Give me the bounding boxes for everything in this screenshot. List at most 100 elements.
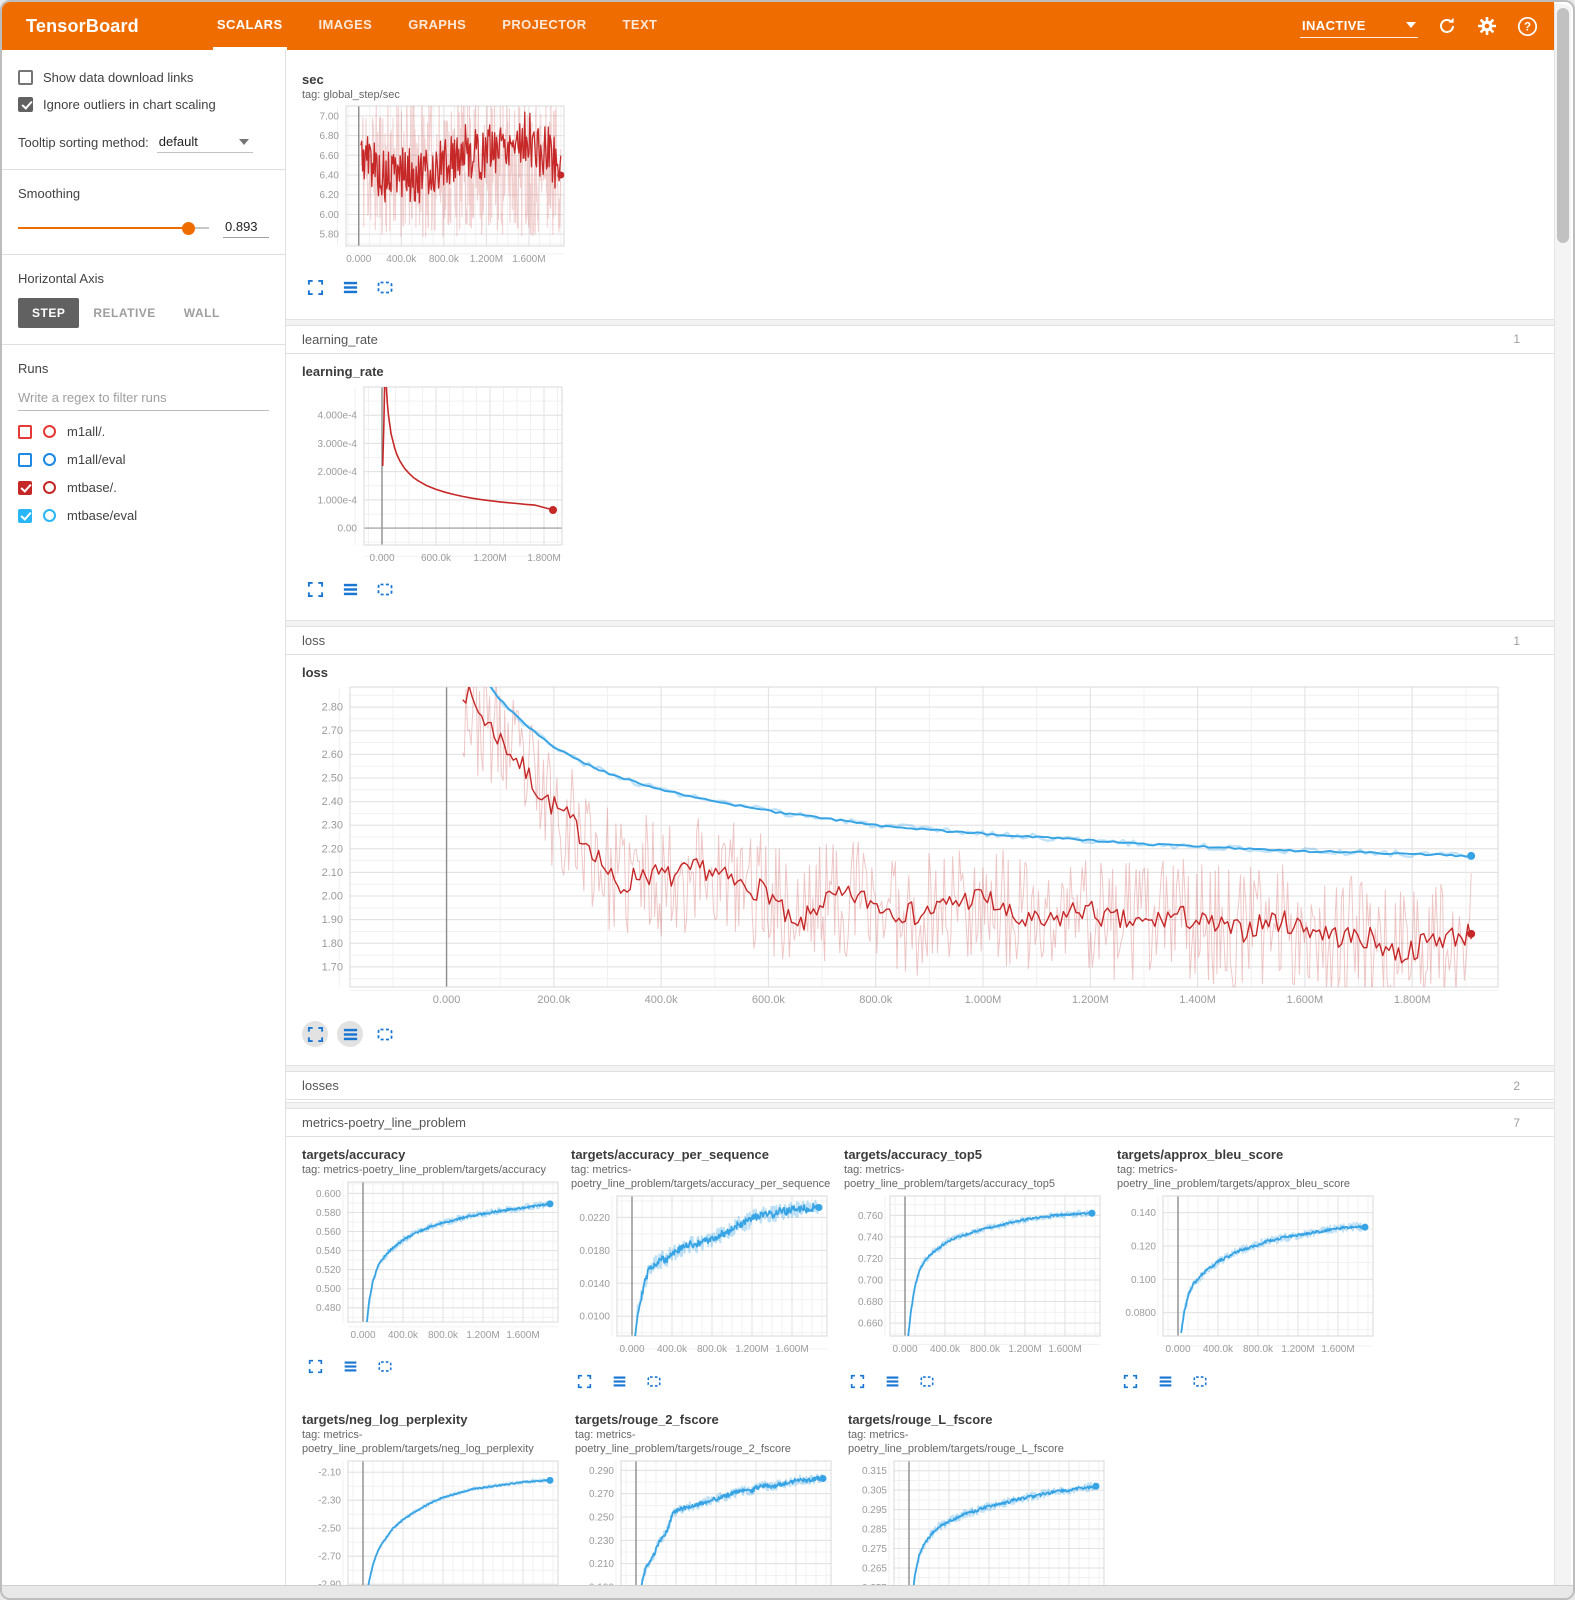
- runs-toggle-icon[interactable]: [337, 1021, 363, 1048]
- chart-card-targets-accuracy-per-sequence: targets/accuracy_per_sequence tag: metri…: [571, 1147, 837, 1394]
- scrollbar-thumb[interactable]: [1557, 8, 1569, 243]
- chart-title: targets/rouge_L_fscore: [848, 1412, 993, 1428]
- learning-rate-chart[interactable]: 0.00 1.000e-4 2.000e-4 3.000e-4 4.000e-4 0.00…: [302, 379, 570, 571]
- ignore-outliers-checkbox[interactable]: Ignore outliers in chart scaling: [18, 97, 269, 112]
- fit-domain-icon[interactable]: [641, 1368, 667, 1394]
- expand-chart-icon[interactable]: [1117, 1368, 1143, 1394]
- run-checkbox[interactable]: [18, 480, 32, 495]
- chart-tag: tag: metrics-poetry_line_problem/targets…: [848, 1428, 1064, 1456]
- svg-text:1.80: 1.80: [322, 938, 343, 950]
- runs-filter-input[interactable]: [18, 384, 269, 411]
- expand-chart-icon[interactable]: [571, 1368, 597, 1394]
- fit-domain-icon[interactable]: [372, 576, 398, 602]
- svg-text:0.740: 0.740: [858, 1233, 883, 1244]
- svg-text:0.600: 0.600: [316, 1189, 341, 1200]
- runs-toggle-icon[interactable]: [1152, 1368, 1178, 1394]
- svg-text:0.500: 0.500: [316, 1284, 341, 1295]
- svg-text:1.600M: 1.600M: [506, 1330, 539, 1341]
- run-checkbox[interactable]: [18, 508, 32, 523]
- expand-chart-icon[interactable]: [844, 1368, 870, 1394]
- svg-text:6.60: 6.60: [320, 151, 340, 162]
- status-dropdown[interactable]: INACTIVE: [1300, 15, 1418, 38]
- run-color-circle-icon[interactable]: [43, 425, 56, 438]
- svg-text:1.400M: 1.400M: [1179, 994, 1216, 1006]
- tab-images[interactable]: IMAGES: [318, 17, 373, 32]
- targets-accuracy-top5-chart[interactable]: 0.660 0.680 0.700 0.720 0.740 0.760 0.000 400.0…: [844, 1191, 1106, 1363]
- run-item-mtbase[interactable]: mtbase/.: [18, 480, 269, 495]
- run-color-circle-icon[interactable]: [43, 453, 56, 466]
- svg-text:400.0k: 400.0k: [645, 994, 679, 1006]
- svg-text:0.250: 0.250: [589, 1513, 614, 1524]
- horizontal-axis-label: Horizontal Axis: [18, 271, 104, 286]
- svg-text:400.0k: 400.0k: [386, 254, 417, 265]
- svg-text:1.200M: 1.200M: [473, 553, 506, 564]
- svg-text:0.000: 0.000: [1165, 1344, 1190, 1355]
- targets-accuracy-chart[interactable]: 0.480 0.500 0.520 0.540 0.560 0.580 0.600 0.000…: [302, 1177, 564, 1349]
- show-download-links-checkbox[interactable]: Show data download links: [18, 70, 269, 85]
- smoothing-value[interactable]: 0.893: [223, 217, 269, 238]
- tooltip-sorting-dropdown[interactable]: default: [156, 132, 253, 153]
- runs-toggle-icon[interactable]: [337, 275, 363, 301]
- expand-chart-icon[interactable]: [302, 1354, 328, 1380]
- svg-text:0.480: 0.480: [316, 1303, 341, 1314]
- targets-rouge-2-fscore-chart[interactable]: 0.1900.2100.2300.2500.2700.2900.000400.0…: [575, 1456, 837, 1589]
- loss-chart[interactable]: 1.70 1.80 1.90 2.00 2.10 2.20 2.30 2.40 2.50 2.60…: [302, 681, 1512, 1016]
- svg-text:2.60: 2.60: [322, 749, 343, 761]
- section-header-metrics-poetry-line-problem[interactable]: metrics-poetry_line_problem 7: [286, 1108, 1554, 1138]
- expand-chart-icon[interactable]: [302, 576, 328, 602]
- fit-domain-icon[interactable]: [914, 1368, 940, 1394]
- axis-wall-button[interactable]: WALL: [183, 306, 220, 320]
- svg-text:7.00: 7.00: [320, 111, 340, 122]
- runs-toggle-icon[interactable]: [337, 576, 363, 602]
- section-header-learning-rate[interactable]: learning_rate 1: [286, 324, 1554, 354]
- tab-projector[interactable]: PROJECTOR: [502, 17, 587, 32]
- targets-neg-log-perplexity-chart[interactable]: -2.90-2.70-2.50-2.30-2.100.000400.0k800.…: [302, 1456, 564, 1589]
- chart-tag: tag: metrics-poetry_line_problem/targets…: [571, 1163, 831, 1190]
- section-header-losses[interactable]: losses 2: [286, 1071, 1554, 1101]
- gear-icon[interactable]: [1476, 15, 1498, 37]
- expand-chart-icon[interactable]: [302, 275, 328, 301]
- run-checkbox[interactable]: [18, 452, 32, 467]
- svg-text:-2.10: -2.10: [318, 1468, 341, 1479]
- svg-text:400.0k: 400.0k: [1203, 1344, 1234, 1355]
- fit-domain-icon[interactable]: [372, 275, 398, 301]
- targets-approx-bleu-score-chart[interactable]: 0.0800 0.100 0.120 0.140 0.000 400.0k 800.0k 1.…: [1117, 1191, 1379, 1363]
- page-scrollbar[interactable]: [1554, 4, 1571, 1585]
- fit-domain-icon[interactable]: [1187, 1368, 1213, 1394]
- section-title: metrics-poetry_line_problem: [302, 1115, 467, 1131]
- axis-relative-button[interactable]: RELATIVE: [93, 306, 156, 320]
- fit-domain-icon[interactable]: [372, 1021, 398, 1047]
- targets-accuracy-per-sequence-chart[interactable]: 0.0100 0.0140 0.0180 0.0220 0.000 400.0k 800.0…: [571, 1191, 833, 1363]
- refresh-icon[interactable]: [1436, 15, 1458, 37]
- axis-step-button[interactable]: STEP: [18, 298, 80, 328]
- svg-text:1.200M: 1.200M: [466, 1330, 499, 1341]
- runs-toggle-icon[interactable]: [337, 1354, 363, 1380]
- tab-scalars[interactable]: SCALARS: [212, 2, 287, 50]
- fit-domain-icon[interactable]: [372, 1354, 398, 1380]
- svg-text:0.230: 0.230: [589, 1536, 614, 1547]
- run-item-mtbase-eval[interactable]: mtbase/eval: [18, 508, 269, 523]
- section-header-loss[interactable]: loss 1: [286, 626, 1554, 656]
- run-item-m1all[interactable]: m1all/.: [18, 424, 269, 439]
- run-checkbox[interactable]: [18, 424, 32, 439]
- expand-chart-icon[interactable]: [302, 1021, 328, 1048]
- svg-text:200.0k: 200.0k: [537, 994, 571, 1006]
- targets-rouge-L-fscore-chart[interactable]: 0.2550.2650.2750.2850.2950.3050.3150.000…: [848, 1456, 1110, 1589]
- run-item-m1all-eval[interactable]: m1all/eval: [18, 452, 269, 467]
- run-color-circle-icon[interactable]: [43, 509, 56, 522]
- runs-toggle-icon[interactable]: [606, 1368, 632, 1394]
- svg-text:0.0220: 0.0220: [579, 1213, 610, 1224]
- svg-text:0.140: 0.140: [1131, 1208, 1156, 1219]
- svg-text:0.000: 0.000: [433, 994, 461, 1006]
- svg-text:1.600M: 1.600M: [1321, 1344, 1354, 1355]
- slider-thumb[interactable]: [181, 221, 195, 235]
- tab-text[interactable]: TEXT: [622, 17, 658, 32]
- sec-chart[interactable]: 5.80 6.00 6.20 6.40 6.60 6.80 7.00 0.000 400.0k 8…: [302, 102, 570, 270]
- runs-toggle-icon[interactable]: [879, 1368, 905, 1394]
- svg-text:1.600M: 1.600M: [1287, 994, 1324, 1006]
- tab-graphs[interactable]: GRAPHS: [408, 17, 467, 32]
- help-icon[interactable]: ?: [1516, 15, 1538, 37]
- smoothing-slider[interactable]: [18, 221, 209, 235]
- run-color-circle-icon[interactable]: [43, 481, 56, 494]
- section-count: 2: [1513, 1078, 1520, 1093]
